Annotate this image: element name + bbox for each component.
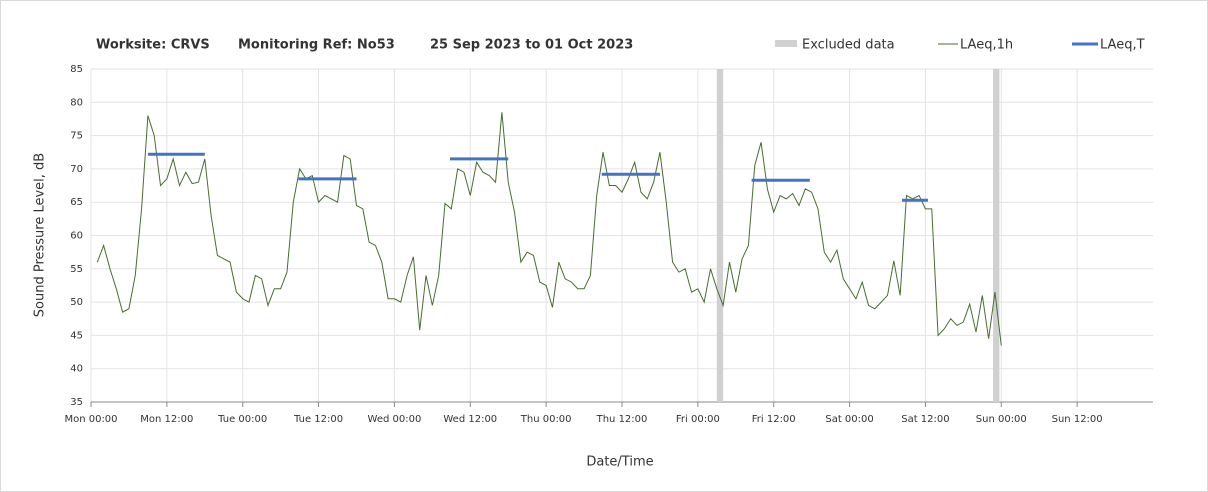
y-tick-label: 70 <box>70 164 83 175</box>
y-tick-label: 40 <box>70 364 83 375</box>
excluded-band <box>716 69 724 402</box>
x-tick-label: Wed 12:00 <box>443 414 497 425</box>
x-tick-label: Tue 12:00 <box>293 414 343 425</box>
y-tick-label: 45 <box>70 330 83 341</box>
y-tick-label: 55 <box>70 264 83 275</box>
legend-label: Excluded data <box>802 38 895 53</box>
legend-swatch <box>775 40 797 47</box>
x-tick-label: Mon 12:00 <box>140 414 193 425</box>
y-tick-label: 80 <box>70 97 83 108</box>
y-tick-label: 75 <box>70 131 83 142</box>
legend-label: LAeq,1h <box>960 38 1013 53</box>
x-tick-label: Fri 12:00 <box>752 414 796 425</box>
x-tick-label: Tue 00:00 <box>217 414 267 425</box>
x-tick-label: Sat 00:00 <box>825 414 873 425</box>
excluded-band <box>993 69 1000 402</box>
legend-label: LAeq,T <box>1100 38 1145 53</box>
y-tick-label: 65 <box>70 197 83 208</box>
y-tick-label: 50 <box>70 297 83 308</box>
y-tick-label: 85 <box>70 64 83 75</box>
x-tick-label: Sun 00:00 <box>976 414 1027 425</box>
x-tick-label: Mon 00:00 <box>64 414 117 425</box>
title-dates: 25 Sep 2023 to 01 Oct 2023 <box>430 38 633 53</box>
x-tick-label: Fri 00:00 <box>676 414 720 425</box>
y-axis-label: Sound Pressure Level, dB <box>33 153 48 317</box>
x-tick-label: Sat 12:00 <box>901 414 949 425</box>
y-tick-label: 60 <box>70 231 83 242</box>
x-axis-label: Date/Time <box>586 455 653 470</box>
title-worksite: Worksite: CRVS <box>96 38 210 53</box>
x-tick-label: Thu 12:00 <box>596 414 648 425</box>
x-tick-label: Sun 12:00 <box>1052 414 1103 425</box>
x-tick-label: Wed 00:00 <box>368 414 422 425</box>
y-tick-label: 35 <box>70 397 83 408</box>
line-series <box>96 112 1002 346</box>
title-ref: Monitoring Ref: No53 <box>238 38 395 53</box>
x-tick-label: Thu 00:00 <box>520 414 572 425</box>
